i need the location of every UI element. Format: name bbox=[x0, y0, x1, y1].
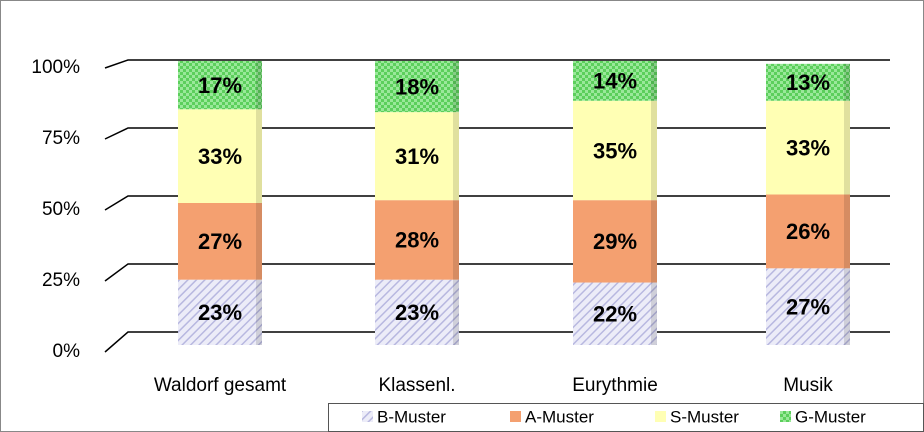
bar-segment bbox=[766, 63, 850, 101]
bar-side bbox=[844, 268, 850, 345]
y-tick-label: 50% bbox=[42, 199, 80, 220]
bar-segment bbox=[178, 203, 262, 280]
legend-swatch bbox=[510, 411, 521, 422]
bar-side bbox=[651, 100, 657, 201]
y-tick-label: 75% bbox=[42, 128, 80, 149]
x-tick-label: Eurythmie bbox=[572, 375, 658, 396]
value-label: 23% bbox=[395, 300, 439, 325]
x-tick-label: Waldorf gesamt bbox=[154, 375, 287, 396]
legend-swatch bbox=[780, 411, 791, 422]
value-label: 28% bbox=[395, 228, 439, 253]
legend-label: B-Muster bbox=[377, 407, 446, 426]
bar-side bbox=[651, 200, 657, 283]
bar-segment bbox=[766, 268, 850, 345]
value-label: 33% bbox=[198, 144, 242, 169]
bar-segment bbox=[766, 194, 850, 269]
bar-segment bbox=[178, 109, 262, 203]
y-tick-label: 100% bbox=[31, 57, 80, 78]
value-label: 23% bbox=[198, 300, 242, 325]
bar-segment bbox=[178, 279, 262, 345]
value-label: 27% bbox=[786, 294, 830, 319]
bar-side bbox=[453, 61, 459, 113]
bar-side bbox=[256, 203, 262, 280]
bar-side bbox=[844, 194, 850, 269]
legend-label: A-Muster bbox=[525, 407, 594, 426]
bar-side bbox=[453, 112, 459, 201]
x-tick-label: Musik bbox=[783, 375, 833, 396]
bar-segment bbox=[766, 100, 850, 195]
bar-side bbox=[453, 200, 459, 280]
legend-swatch bbox=[655, 411, 666, 422]
legend-swatch bbox=[362, 411, 373, 422]
legend-label: G-Muster bbox=[795, 407, 866, 426]
bar-side bbox=[256, 109, 262, 203]
bar-side bbox=[844, 63, 850, 101]
value-label: 14% bbox=[593, 69, 637, 94]
value-label: 13% bbox=[786, 70, 830, 95]
bar-side bbox=[256, 279, 262, 345]
bar-segment bbox=[375, 200, 459, 280]
bar-segment bbox=[375, 279, 459, 345]
value-label: 35% bbox=[593, 138, 637, 163]
bar-segment bbox=[573, 61, 657, 101]
value-label: 29% bbox=[593, 229, 637, 254]
value-label: 17% bbox=[198, 73, 242, 98]
bar-side bbox=[651, 282, 657, 345]
bar-segment bbox=[573, 100, 657, 201]
grid-line bbox=[104, 59, 890, 69]
y-tick-label: 25% bbox=[42, 270, 80, 291]
value-label: 31% bbox=[395, 144, 439, 169]
x-tick-label: Klassenl. bbox=[378, 375, 455, 396]
value-label: 22% bbox=[593, 302, 637, 327]
bar-side bbox=[651, 61, 657, 101]
value-label: 27% bbox=[198, 229, 242, 254]
bar-segment bbox=[178, 61, 262, 110]
bar-segment bbox=[573, 200, 657, 283]
bar-side bbox=[256, 61, 262, 110]
legend-label: S-Muster bbox=[670, 407, 739, 426]
value-label: 26% bbox=[786, 219, 830, 244]
value-label: 33% bbox=[786, 135, 830, 160]
value-label: 18% bbox=[395, 74, 439, 99]
bar-segment bbox=[375, 112, 459, 201]
y-tick-label: 0% bbox=[53, 341, 81, 362]
legend-box bbox=[328, 403, 924, 432]
bar-side bbox=[453, 279, 459, 345]
bar-side bbox=[844, 100, 850, 195]
bar-segment bbox=[375, 61, 459, 113]
bar-segment bbox=[573, 282, 657, 345]
